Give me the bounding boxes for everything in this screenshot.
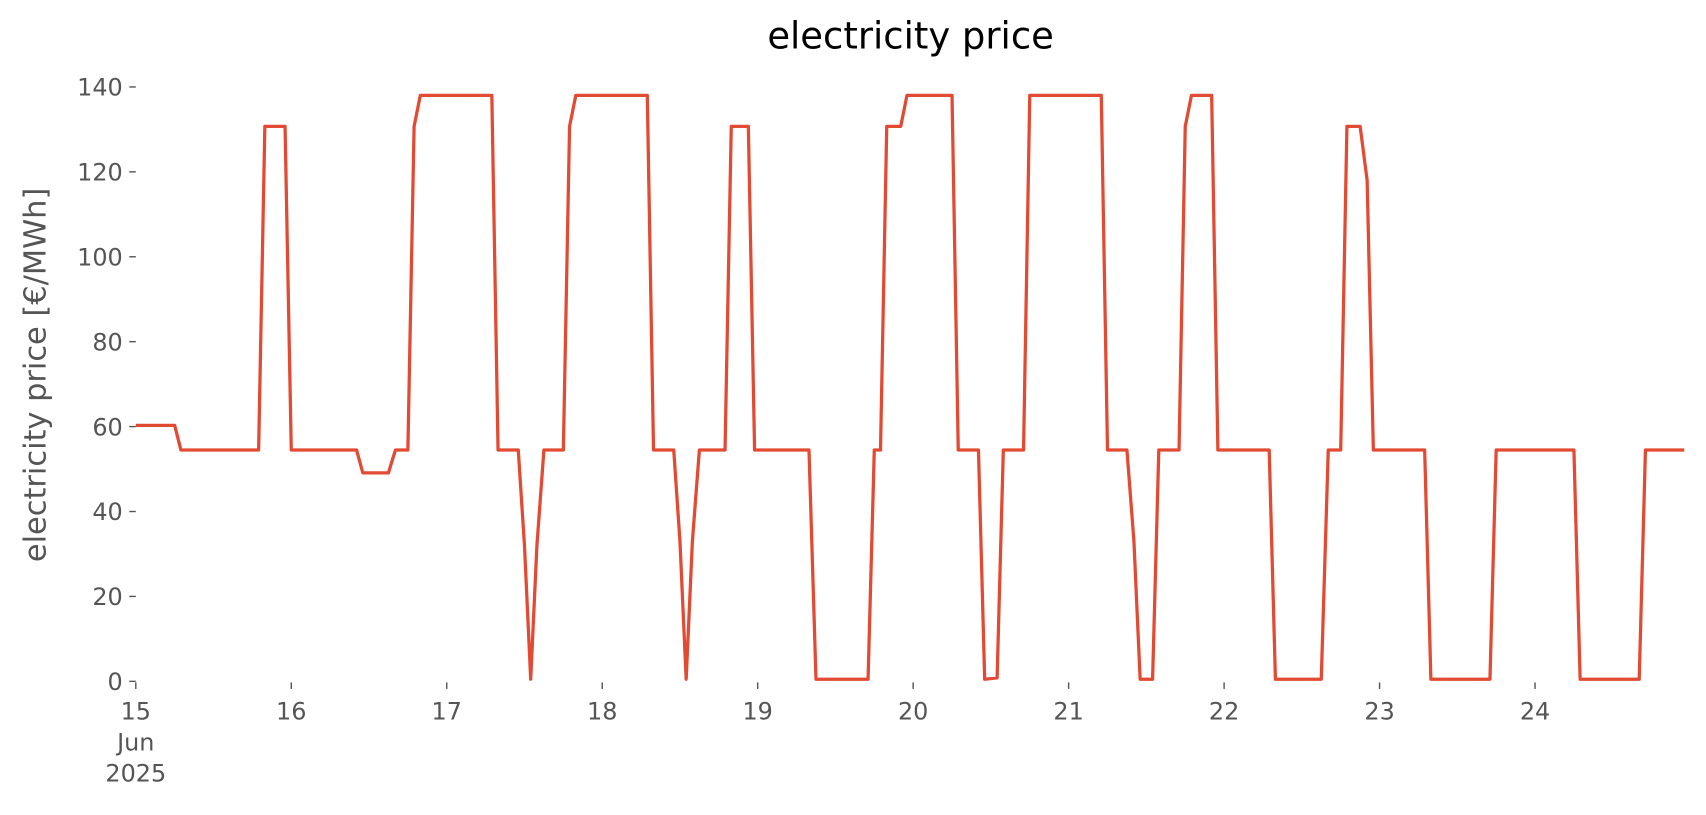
- chart-title: electricity price: [767, 15, 1054, 58]
- x-tick-label: 20: [898, 697, 928, 725]
- y-tick-label: 100: [77, 243, 123, 271]
- x-tick-label: 21: [1053, 697, 1083, 725]
- y-tick-label: 80: [92, 328, 122, 356]
- line: [135, 93, 1685, 681]
- x-tick-label: 23: [1364, 697, 1394, 725]
- x-tick-label: 22: [1209, 697, 1239, 725]
- y-tick-label: 0: [108, 668, 123, 696]
- y-tick-label: 20: [92, 583, 122, 611]
- y-tick-label: 40: [92, 498, 122, 526]
- x-tick-label: 24: [1520, 697, 1550, 725]
- x-tick-label: 16: [276, 697, 306, 725]
- y-tick-label: 140: [77, 74, 123, 102]
- y-tick-label: 120: [77, 159, 123, 187]
- y-axis-label: electricity price [€/MWh]: [18, 188, 53, 562]
- x-tick-label: 19: [742, 697, 772, 725]
- x-tick-label: 18: [587, 697, 617, 725]
- x-tick-label: 17: [432, 697, 462, 725]
- x-tick-label: 15 Jun 2025: [105, 697, 166, 787]
- y-tick-label: 60: [92, 413, 122, 441]
